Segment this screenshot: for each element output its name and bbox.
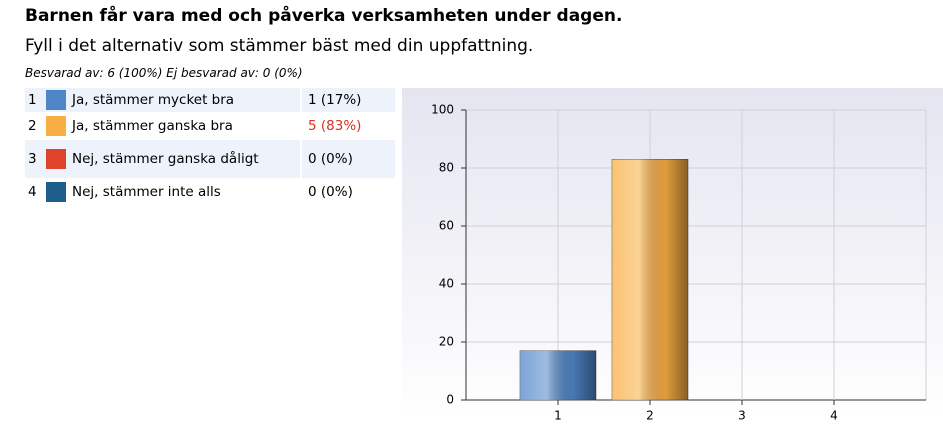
bar xyxy=(519,350,597,401)
color-swatch xyxy=(46,116,66,136)
y-tick-label: 40 xyxy=(439,277,454,291)
color-swatch xyxy=(46,90,66,110)
x-tick-label: 1 xyxy=(554,409,562,421)
y-tick-label: 100 xyxy=(431,103,454,117)
color-swatch xyxy=(46,182,66,202)
row-label: Nej, stämmer ganska dåligt xyxy=(72,140,302,178)
row-label: Ja, stämmer mycket bra xyxy=(72,88,302,112)
x-tick-label: 2 xyxy=(646,409,654,421)
stats: Besvarad av: 6 (100%) Ej besvarad av: 0 … xyxy=(25,66,303,80)
y-tick-label: 60 xyxy=(439,219,454,233)
chart: 0 20 40 60 80 100 1 2 3 4 xyxy=(402,88,943,420)
table-row: 2 Ja, stämmer ganska bra 5 (83%) xyxy=(25,114,395,138)
row-label: Nej, stämmer inte alls xyxy=(72,180,302,204)
y-tick-label: 20 xyxy=(439,335,454,349)
table-row: 1 Ja, stämmer mycket bra 1 (17%) xyxy=(25,88,395,112)
table-row: 4 Nej, stämmer inte alls 0 (0%) xyxy=(25,180,395,204)
row-number: 2 xyxy=(28,118,37,134)
row-count: 5 (83%) xyxy=(308,118,362,134)
bar xyxy=(611,159,689,401)
color-swatch xyxy=(46,149,66,169)
x-tick-label: 3 xyxy=(738,409,746,421)
row-count: 1 (17%) xyxy=(308,92,362,108)
y-tick-label: 80 xyxy=(439,161,454,175)
title: Barnen får vara med och påverka verksamh… xyxy=(25,6,623,26)
row-number: 1 xyxy=(28,92,37,108)
x-tick-label: 4 xyxy=(830,409,838,421)
row-count: 0 (0%) xyxy=(308,151,353,167)
subtitle: Fyll i det alternativ som stämmer bäst m… xyxy=(25,36,534,56)
row-label: Ja, stämmer ganska bra xyxy=(72,114,302,138)
y-tick-label: 0 xyxy=(446,393,454,407)
row-count: 0 (0%) xyxy=(308,184,353,200)
answer-table: 1 Ja, stämmer mycket bra 1 (17%) 2 Ja, stämm… xyxy=(25,88,395,206)
row-number: 3 xyxy=(28,151,37,167)
table-row: 3 Nej, stämmer ganska dåligt 0 (0%) xyxy=(25,140,395,178)
row-number: 4 xyxy=(28,184,37,200)
